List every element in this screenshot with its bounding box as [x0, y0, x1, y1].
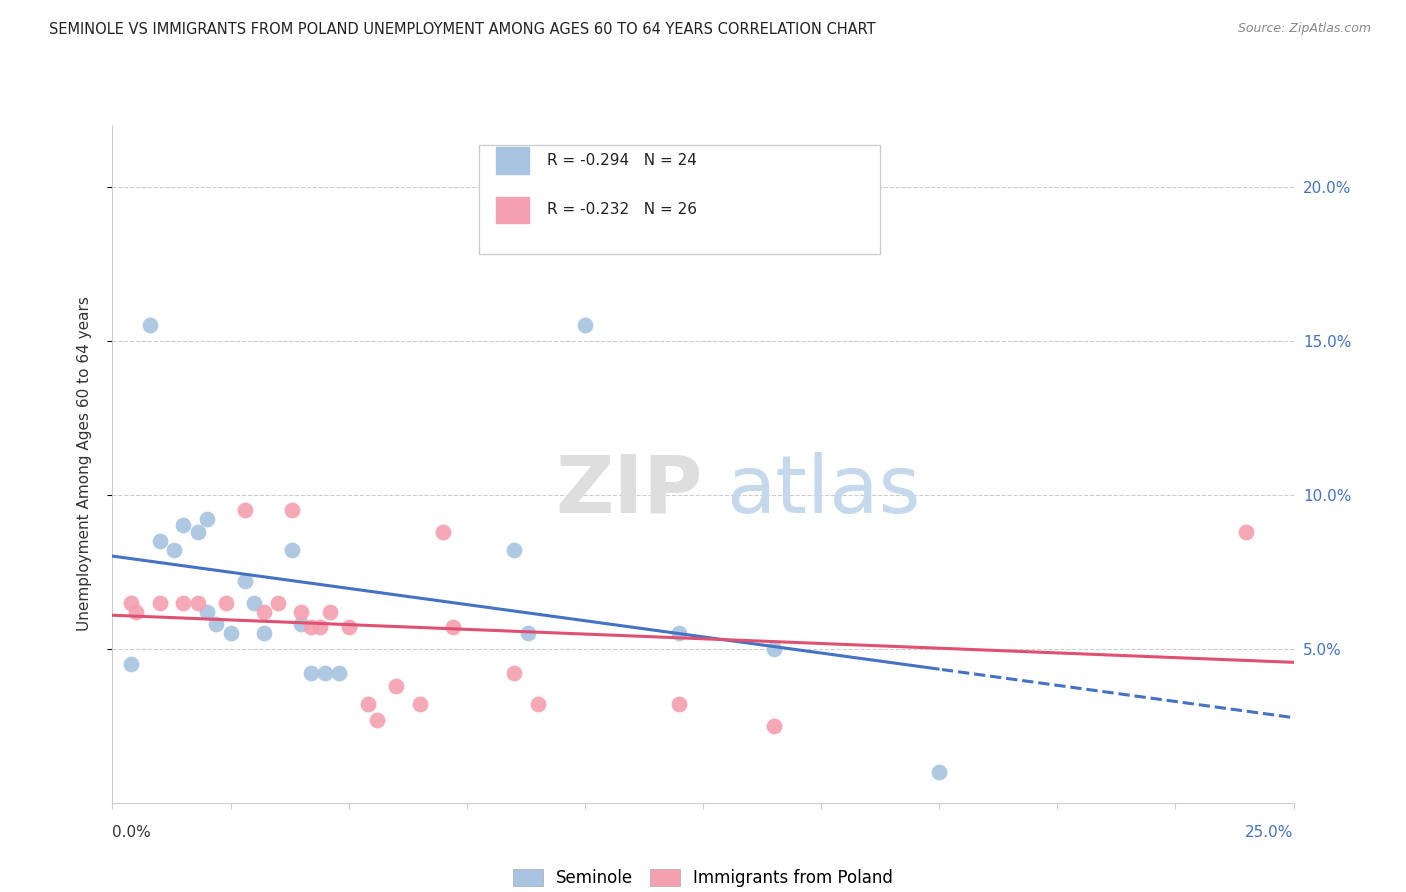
Point	[125, 605, 148, 619]
Point	[328, 666, 350, 681]
Legend: Seminole, Immigrants from Poland: Seminole, Immigrants from Poland	[513, 869, 893, 887]
Point	[314, 666, 336, 681]
Point	[149, 595, 172, 609]
Point	[186, 524, 208, 539]
Point	[668, 697, 690, 711]
Point	[356, 697, 378, 711]
Text: R = -0.232   N = 26: R = -0.232 N = 26	[547, 202, 697, 218]
Point	[762, 719, 785, 733]
Point	[195, 512, 218, 526]
Point	[503, 666, 526, 681]
Point	[219, 626, 242, 640]
Text: 0.0%: 0.0%	[112, 825, 152, 840]
Point	[120, 657, 142, 672]
Point	[408, 697, 430, 711]
Point	[267, 595, 290, 609]
Point	[366, 713, 388, 727]
Text: atlas: atlas	[727, 452, 921, 530]
Point	[668, 626, 690, 640]
Point	[163, 543, 186, 558]
Point	[233, 574, 256, 588]
Text: ZIP: ZIP	[555, 452, 703, 530]
Text: R = -0.294   N = 24: R = -0.294 N = 24	[547, 153, 697, 168]
Point	[432, 524, 454, 539]
Point	[441, 620, 464, 634]
Text: 25.0%: 25.0%	[1246, 825, 1294, 840]
Point	[205, 617, 228, 632]
FancyBboxPatch shape	[496, 196, 530, 223]
Point	[526, 697, 548, 711]
Point	[385, 679, 408, 693]
Point	[172, 595, 194, 609]
Point	[762, 641, 785, 656]
Point	[195, 605, 218, 619]
Point	[928, 764, 950, 779]
Point	[517, 626, 540, 640]
Point	[253, 605, 276, 619]
Text: Source: ZipAtlas.com: Source: ZipAtlas.com	[1237, 22, 1371, 36]
Point	[337, 620, 360, 634]
Point	[243, 595, 266, 609]
Point	[1234, 524, 1257, 539]
Point	[172, 518, 194, 533]
Text: SEMINOLE VS IMMIGRANTS FROM POLAND UNEMPLOYMENT AMONG AGES 60 TO 64 YEARS CORREL: SEMINOLE VS IMMIGRANTS FROM POLAND UNEMP…	[49, 22, 876, 37]
Point	[233, 503, 256, 517]
Point	[299, 620, 322, 634]
Point	[574, 318, 596, 333]
Point	[186, 595, 208, 609]
Point	[309, 620, 332, 634]
Point	[503, 543, 526, 558]
Point	[253, 626, 276, 640]
Point	[299, 666, 322, 681]
Point	[290, 605, 312, 619]
Point	[319, 605, 342, 619]
Point	[281, 503, 304, 517]
FancyBboxPatch shape	[478, 145, 880, 253]
Y-axis label: Unemployment Among Ages 60 to 64 years: Unemployment Among Ages 60 to 64 years	[77, 296, 91, 632]
Point	[139, 318, 162, 333]
Point	[290, 617, 312, 632]
Point	[215, 595, 238, 609]
Point	[120, 595, 142, 609]
Point	[281, 543, 304, 558]
Point	[149, 533, 172, 548]
FancyBboxPatch shape	[496, 147, 530, 174]
